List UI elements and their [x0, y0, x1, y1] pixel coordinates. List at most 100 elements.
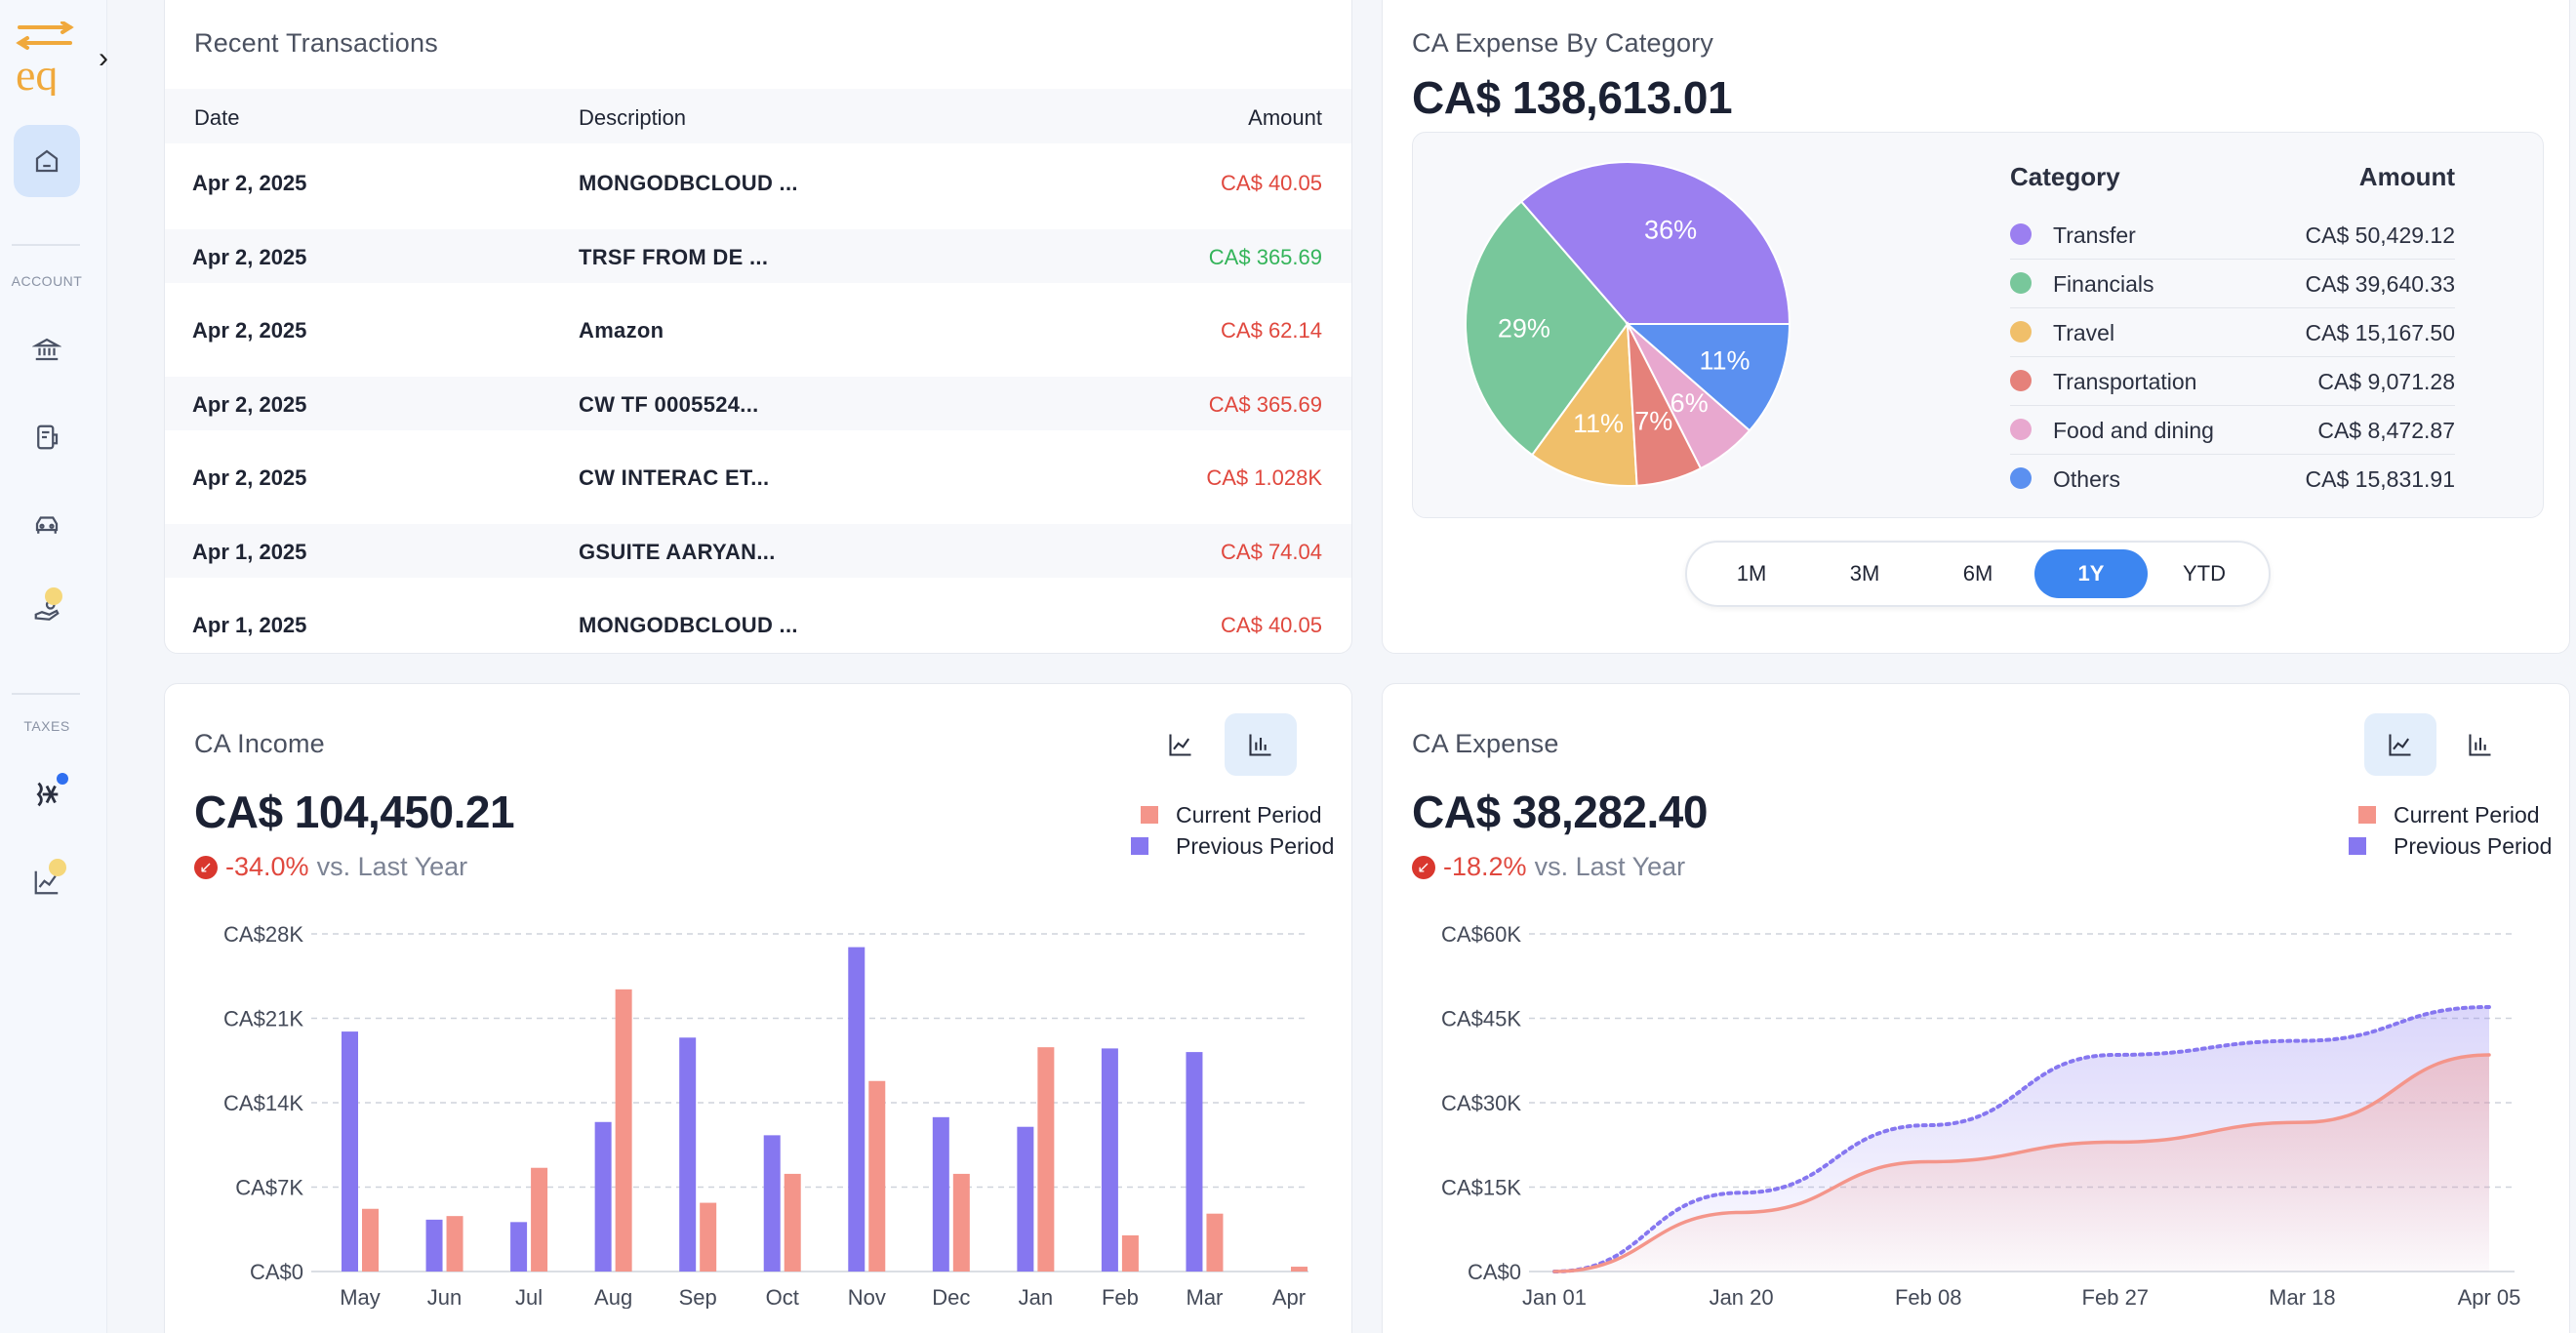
nav-payments[interactable] [21, 586, 72, 636]
bar-previous-jan[interactable] [1017, 1126, 1034, 1272]
nav-bank[interactable] [21, 324, 72, 375]
nav-taxes[interactable] [21, 769, 72, 820]
legend-swatch [2010, 467, 2032, 489]
x-tick-label: Feb 27 [2082, 1285, 2150, 1309]
bar-previous-oct[interactable] [763, 1135, 781, 1272]
bar-current-may[interactable] [362, 1208, 379, 1272]
range-button-6m[interactable]: 6M [1962, 561, 1993, 586]
legend-swatch [2010, 272, 2032, 294]
arrow-down-icon: ↙ [1412, 855, 1435, 879]
bar-current-oct[interactable] [784, 1173, 801, 1272]
card-title: Recent Transactions [194, 28, 438, 58]
transaction-amount: CA$ 365.69 [1208, 391, 1322, 417]
bar-current-aug[interactable] [615, 989, 632, 1272]
bar-current-jul[interactable] [531, 1167, 548, 1272]
category-amount: CA$ 15,167.50 [2305, 320, 2455, 345]
y-tick-label: CA$14K [223, 1091, 303, 1115]
line-chart-icon [2389, 734, 2411, 756]
line-previous-period[interactable] [1552, 1004, 2491, 1273]
income-bar-chart: CA$0 CA$7K CA$14K CA$21K CA$28K May Jun Jul Aug S… [223, 922, 1308, 1309]
bar-current-mar[interactable] [1206, 1213, 1224, 1272]
bar-current-apr[interactable] [1291, 1267, 1308, 1272]
sidebar: eq › ACCOUNT TAXES [0, 0, 108, 1333]
table-row[interactable]: Apr 2, 2025 CW TF 0005524... CA$ 365.69 [165, 376, 1351, 430]
range-button-1y[interactable]: 1Y [2034, 549, 2148, 598]
section-account-label: ACCOUNT [11, 273, 83, 289]
table-row[interactable]: Apr 2, 2025 CW INTERAC ET... CA$ 1.028K [165, 450, 1351, 504]
bar-previous-sep[interactable] [679, 1037, 697, 1272]
x-tick-label: Mar 18 [2269, 1285, 2335, 1309]
line-chart-toggle[interactable] [2364, 713, 2436, 776]
card-title: CA Income [194, 729, 325, 758]
table-row[interactable]: Apr 2, 2025 Amazon CA$ 62.14 [165, 303, 1351, 356]
total-amount: CA$ 138,613.01 [1412, 72, 1733, 123]
bar-previous-jun[interactable] [425, 1219, 443, 1272]
bar-previous-jul[interactable] [510, 1222, 528, 1272]
bar-previous-mar[interactable] [1186, 1052, 1203, 1272]
category-amount: CA$ 15,831.91 [2305, 466, 2455, 492]
line-chart-icon [1169, 734, 1191, 756]
line-chart-toggle[interactable] [1145, 713, 1217, 776]
y-tick-label: CA$28K [223, 922, 303, 947]
bar-previous-aug[interactable] [594, 1121, 612, 1272]
logo-text: eq [16, 50, 58, 96]
bar-chart-toggle[interactable] [1225, 713, 1297, 776]
range-button-ytd[interactable]: YTD [2183, 561, 2226, 586]
transaction-amount: CA$ 40.05 [1221, 171, 1322, 195]
chart-line-icon [34, 870, 59, 895]
legend-item-previous: Previous Period [1131, 830, 1334, 862]
expense-total: CA$ 38,282.40 [1412, 787, 1708, 837]
income-card: CA Income CA$ 104,450.21 ↙ -34.0% vs. La… [164, 683, 1352, 1333]
card-title: CA Expense By Category [1412, 28, 1714, 58]
expand-sidebar-button[interactable]: › [99, 42, 108, 74]
y-tick-label: CA$45K [1441, 1007, 1521, 1031]
pie-slice-financials[interactable] [1465, 200, 1630, 457]
pie-slice-others[interactable] [1625, 323, 1791, 432]
x-tick-label: Feb 08 [1895, 1285, 1962, 1309]
delta-suffix: vs. Last Year [1534, 852, 1686, 881]
bar-previous-dec[interactable] [932, 1116, 949, 1272]
range-button-1m[interactable]: 1M [1736, 561, 1767, 586]
income-delta: ↙ -34.0% vs. Last Year [194, 852, 467, 882]
transaction-amount: CA$ 40.05 [1221, 613, 1322, 637]
legend-item: Travel CA$ 15,167.50 [2010, 308, 2455, 357]
x-tick-label: Mar [1187, 1285, 1224, 1309]
table-row[interactable]: Apr 2, 2025 MONGODBCLOUD ... CA$ 40.05 [165, 155, 1351, 209]
nav-car[interactable] [21, 500, 72, 550]
bar-current-jan[interactable] [1037, 1047, 1055, 1272]
bar-chart-toggle[interactable] [2444, 713, 2516, 776]
pie-slice-transfer[interactable] [1519, 161, 1791, 325]
logo[interactable]: eq [14, 21, 78, 96]
legend-label: Current Period [2394, 802, 2540, 828]
table-row[interactable]: Apr 1, 2025 MONGODBCLOUD ... CA$ 40.05 [165, 597, 1351, 651]
bar-current-sep[interactable] [700, 1202, 717, 1272]
pie-slice-label: 7% [1634, 406, 1672, 435]
pie-slice-travel[interactable] [1530, 321, 1638, 487]
nav-analytics[interactable] [21, 857, 72, 908]
transaction-date: Apr 2, 2025 [192, 391, 307, 417]
range-button-3m[interactable]: 3M [1849, 561, 1880, 586]
category-name: Travel [2053, 320, 2115, 345]
y-tick-label: CA$7K [235, 1176, 303, 1200]
bar-previous-feb[interactable] [1101, 1048, 1118, 1272]
bar-previous-may[interactable] [342, 1031, 358, 1272]
sidebar-divider [12, 693, 80, 695]
y-tick-label: CA$0 [1468, 1260, 1521, 1284]
expense-area-chart: CA$0 CA$15K CA$30K CA$45K CA$60K Jan 01 Jan 20… [1441, 922, 2520, 1309]
nav-receipt[interactable] [21, 412, 72, 463]
bank-icon [32, 338, 61, 361]
table-row[interactable]: Apr 1, 2025 GSUITE AARYAN... CA$ 74.04 [165, 523, 1351, 578]
table-row[interactable]: Apr 2, 2025 TRSF FROM DE ... CA$ 365.69 [165, 228, 1351, 283]
bar-current-feb[interactable] [1121, 1234, 1139, 1272]
area-current-period [1554, 1054, 2489, 1272]
nav-home[interactable] [14, 125, 80, 197]
bar-current-nov[interactable] [868, 1080, 886, 1272]
category-amount: CA$ 8,472.87 [2317, 418, 2455, 443]
car-icon [35, 516, 59, 534]
bar-current-dec[interactable] [952, 1173, 970, 1272]
line-current-period[interactable] [1552, 1053, 2491, 1273]
bar-current-jun[interactable] [446, 1216, 463, 1272]
x-tick-label: Feb [1102, 1285, 1139, 1309]
x-tick-label: Oct [766, 1285, 799, 1309]
bar-previous-nov[interactable] [848, 947, 865, 1272]
